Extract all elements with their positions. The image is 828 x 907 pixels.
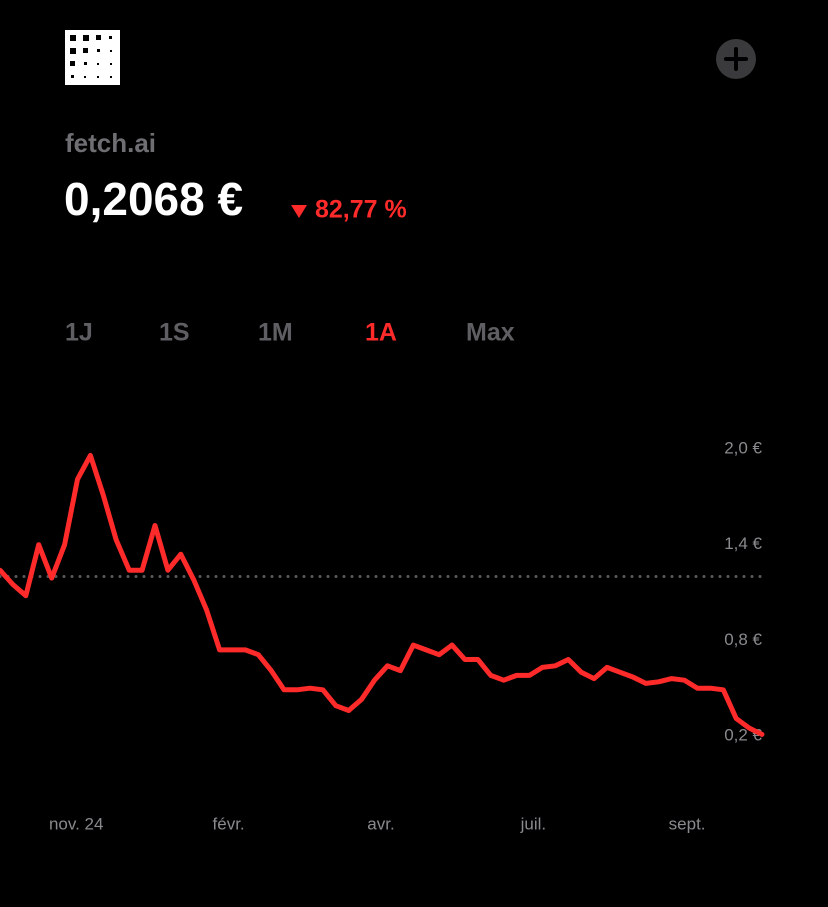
x-tick-label: nov. 24 — [49, 814, 104, 833]
range-button[interactable]: 1A — [365, 319, 397, 347]
asset-name: fetch.ai — [65, 128, 156, 158]
y-tick-label: 0,2 € — [724, 725, 762, 744]
x-tick-label: sept. — [669, 814, 706, 833]
price: 0,2068 € — [64, 173, 243, 225]
price-line — [0, 452, 765, 737]
y-tick-label: 2,0 € — [724, 438, 762, 457]
y-tick-label: 1,4 € — [724, 534, 762, 553]
app-logo — [65, 30, 120, 85]
y-tick-label: 0,8 € — [724, 630, 762, 649]
range-button[interactable]: 1S — [159, 319, 190, 347]
x-tick-label: févr. — [213, 814, 245, 833]
down-arrow — [291, 205, 307, 218]
x-tick-label: juil. — [520, 814, 547, 833]
range-button[interactable]: 1J — [65, 319, 93, 347]
chart: 2,0 € 1,4 € 0,8 € 0,2 € nov. 24 févr. avr. juil… — [0, 438, 765, 833]
change: 82,77 % — [315, 196, 407, 224]
range-button[interactable]: Max — [466, 319, 515, 347]
add-button[interactable] — [716, 39, 756, 79]
range-selector: 1J 1S 1M 1A Max — [65, 319, 515, 347]
x-tick-label: avr. — [367, 814, 394, 833]
range-button[interactable]: 1M — [258, 319, 293, 347]
